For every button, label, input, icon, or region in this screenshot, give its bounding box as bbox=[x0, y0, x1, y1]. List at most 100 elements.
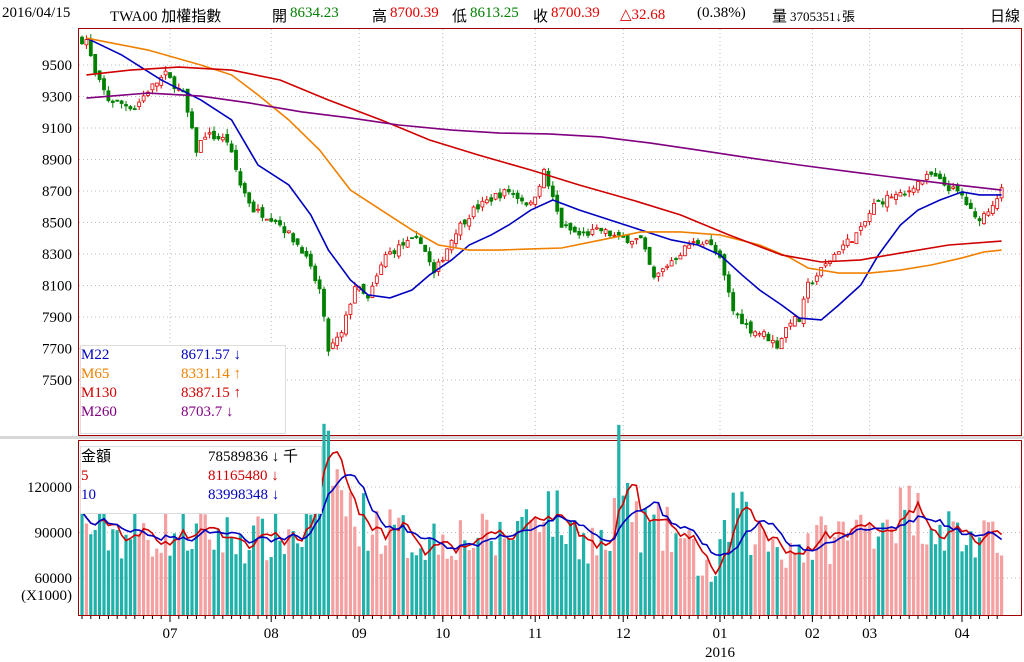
volume-bar bbox=[419, 548, 423, 615]
candle-body bbox=[638, 235, 643, 239]
candle-body bbox=[247, 192, 252, 204]
candle-body bbox=[546, 170, 551, 187]
panel-divider[interactable] bbox=[0, 436, 1024, 439]
candle-body bbox=[498, 192, 502, 199]
volume-bar bbox=[436, 554, 440, 615]
volume-bar bbox=[854, 519, 858, 615]
period-selector[interactable]: 日線 bbox=[990, 9, 1021, 25]
legend-m260: M260 8703.7 ↓ bbox=[81, 403, 285, 422]
volume-bar bbox=[445, 558, 449, 615]
candle-body bbox=[634, 238, 639, 241]
candle-body bbox=[894, 194, 898, 201]
candle-body bbox=[863, 221, 868, 227]
price-tick-label: 8100 bbox=[42, 278, 72, 294]
candle-body bbox=[691, 241, 696, 244]
volume-bar bbox=[379, 553, 383, 615]
volume-bar bbox=[128, 539, 132, 615]
volume-bar bbox=[115, 530, 119, 615]
legend-name: 10 bbox=[81, 487, 96, 503]
volume-bar bbox=[797, 544, 801, 615]
volume-bar bbox=[784, 567, 788, 615]
volume-bar bbox=[274, 510, 278, 615]
legend-value: 8331.14 ↑ bbox=[181, 366, 241, 382]
volume-bar bbox=[678, 538, 682, 615]
volume-bar bbox=[282, 554, 286, 615]
volume-bar bbox=[498, 521, 502, 615]
month-tick-label: 02 bbox=[805, 626, 820, 642]
candle-body bbox=[696, 240, 700, 245]
volume-bar bbox=[758, 520, 762, 615]
volume-bar bbox=[238, 535, 242, 615]
volume-bar bbox=[524, 509, 528, 615]
volume-tick-label: 120000 bbox=[27, 480, 72, 496]
volume-bar bbox=[819, 516, 823, 615]
candle-body bbox=[968, 202, 973, 209]
candle-body bbox=[898, 192, 903, 197]
candle-body bbox=[656, 272, 661, 277]
legend-m65: M65 8331.14 ↑ bbox=[81, 365, 285, 384]
candle-body bbox=[555, 194, 560, 212]
volume-bar bbox=[120, 558, 124, 615]
candle-body bbox=[990, 205, 995, 214]
volume-bar bbox=[511, 540, 515, 615]
volume-bar bbox=[230, 537, 234, 615]
symbol: TWA00 加權指數 bbox=[110, 9, 222, 25]
volume-bar bbox=[502, 538, 506, 615]
candle-body bbox=[212, 130, 216, 140]
price-tick-label: 8500 bbox=[42, 215, 72, 231]
candle-body bbox=[814, 275, 819, 282]
volume-bar bbox=[142, 523, 146, 615]
volume-bar bbox=[929, 528, 933, 615]
volume-bar bbox=[485, 519, 489, 615]
legend-value: 8387.15 ↑ bbox=[181, 385, 241, 401]
volume-bar bbox=[661, 550, 665, 615]
volume-bar bbox=[956, 522, 960, 615]
candle-body bbox=[964, 196, 969, 205]
volume-bar bbox=[172, 533, 176, 615]
volume-bar bbox=[494, 555, 498, 615]
volume-bar bbox=[203, 514, 207, 615]
volume-bar bbox=[287, 529, 291, 615]
candle-body bbox=[577, 230, 582, 236]
candle-body bbox=[471, 206, 476, 218]
candle-body bbox=[938, 173, 942, 180]
volume-ma5-line bbox=[81, 451, 1003, 576]
candle-body bbox=[317, 279, 322, 290]
volume-bar bbox=[731, 492, 735, 615]
candle-body bbox=[616, 231, 621, 236]
volume-bar bbox=[375, 510, 379, 615]
price-tick-label: 7900 bbox=[42, 310, 72, 326]
volume-bar bbox=[296, 543, 300, 615]
candle-body bbox=[762, 331, 766, 337]
candle-body bbox=[190, 111, 194, 129]
volume-bar bbox=[410, 552, 414, 615]
candle-body bbox=[902, 193, 907, 196]
volume-bar bbox=[749, 554, 753, 615]
candle-body bbox=[401, 242, 406, 246]
price-tick-label: 8300 bbox=[42, 247, 72, 263]
candle-body bbox=[506, 189, 511, 193]
candle-body bbox=[581, 231, 586, 234]
candle-body bbox=[748, 321, 753, 334]
candle-body bbox=[150, 83, 155, 91]
volume-bar bbox=[472, 547, 476, 615]
candle-body bbox=[396, 244, 401, 257]
volume-bar bbox=[696, 575, 700, 615]
volume-bar bbox=[458, 520, 462, 615]
volume-bar bbox=[265, 560, 269, 615]
candle-body bbox=[647, 246, 652, 265]
volume-bar bbox=[639, 552, 643, 615]
volume-bar bbox=[291, 530, 295, 615]
volume-bar bbox=[384, 545, 388, 615]
legend-value: 81165480 ↓ bbox=[208, 468, 279, 484]
candle-body bbox=[198, 140, 203, 153]
legend-name: M65 bbox=[81, 366, 110, 382]
volume-bar bbox=[815, 525, 819, 615]
volume-bar bbox=[538, 532, 542, 615]
volume-bar bbox=[832, 536, 836, 615]
volume-bar bbox=[718, 539, 722, 615]
volume-bar bbox=[309, 514, 313, 615]
volume-bar bbox=[190, 548, 194, 615]
candle-body bbox=[392, 250, 397, 254]
volume-bar bbox=[414, 555, 418, 615]
